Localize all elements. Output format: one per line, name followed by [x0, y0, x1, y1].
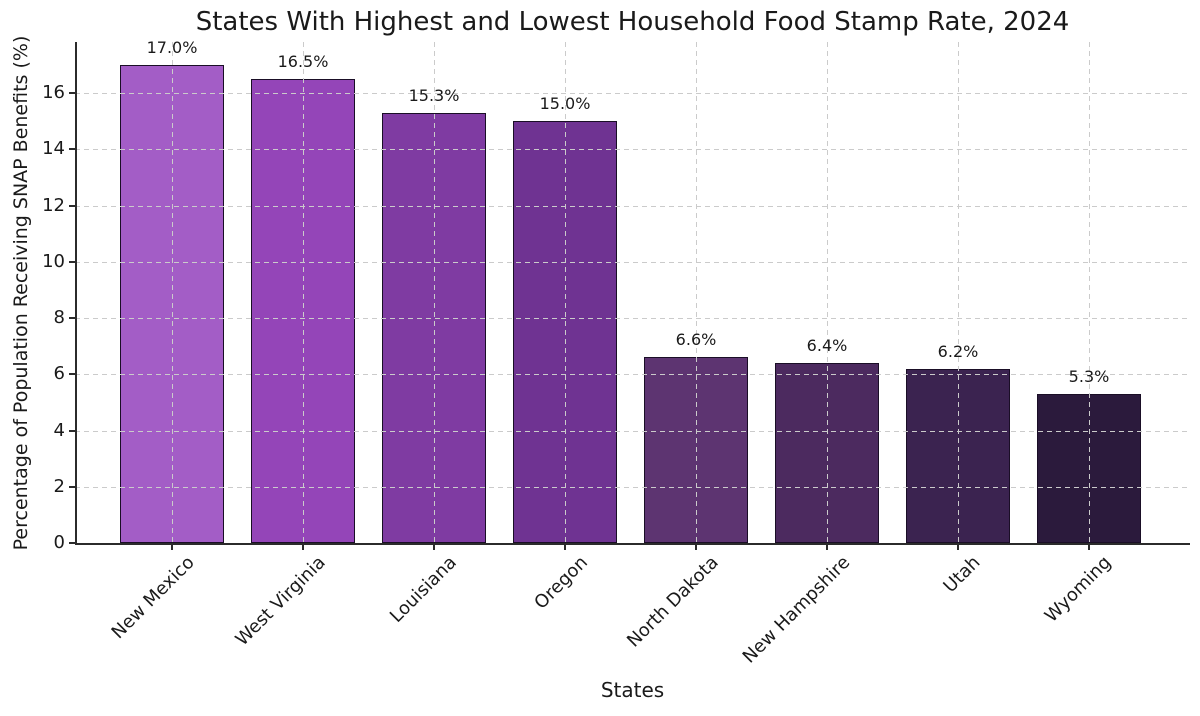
- x-tick-label: Wyoming: [1041, 552, 1116, 627]
- x-tick-mark: [1088, 544, 1090, 550]
- x-tick-label: West Virginia: [231, 552, 330, 651]
- gridline-h: [75, 318, 1190, 319]
- gridline-h: [75, 486, 1190, 488]
- x-tick-label: New Hampshire: [738, 552, 854, 668]
- x-tick-label: Oregon: [530, 552, 592, 614]
- bar-value-label: 17.0%: [146, 37, 198, 57]
- y-tick-mark: [69, 429, 75, 432]
- y-tick-label: 2: [53, 475, 65, 497]
- bar-value-label: 6.4%: [806, 336, 848, 355]
- gridline-h: [75, 149, 1190, 151]
- gridline-v: [303, 42, 304, 543]
- gridline-v: [827, 42, 828, 543]
- bar-value-label: 15.3%: [408, 85, 460, 105]
- y-tick-mark: [69, 373, 75, 376]
- y-axis-spine: [75, 42, 77, 545]
- y-tick-label: 4: [53, 419, 65, 441]
- x-tick-mark: [957, 544, 959, 550]
- bar-value-label: 6.2%: [937, 341, 979, 361]
- gridline-v: [565, 42, 566, 543]
- x-tick-mark: [433, 544, 435, 550]
- gridline-v: [958, 42, 959, 543]
- x-tick-mark: [171, 544, 173, 550]
- gridline-v: [172, 42, 173, 543]
- y-tick-mark: [69, 92, 75, 94]
- x-tick-label: Utah: [939, 552, 985, 598]
- y-tick-label: 8: [53, 307, 65, 328]
- y-tick-mark: [69, 260, 75, 263]
- y-tick-mark: [69, 204, 75, 207]
- x-tick-label: North Dakota: [623, 552, 723, 652]
- y-tick-label: 16: [42, 82, 65, 103]
- x-tick-mark: [695, 544, 697, 550]
- bar-value-label: 6.6%: [675, 330, 717, 350]
- x-axis-spine: [75, 543, 1190, 545]
- gridline-h: [75, 261, 1190, 263]
- y-tick-label: 14: [42, 138, 65, 160]
- x-axis-label: States: [600, 678, 665, 702]
- y-tick-label: 12: [42, 194, 65, 216]
- y-tick-label: 10: [42, 250, 65, 272]
- bar-value-label: 16.5%: [277, 51, 329, 71]
- y-tick-mark: [69, 148, 75, 151]
- gridline-v: [434, 42, 435, 543]
- x-tick-label: New Mexico: [107, 552, 199, 644]
- gridline-h: [75, 374, 1190, 376]
- bar-value-label: 15.0%: [539, 94, 591, 114]
- x-tick-label: Louisiana: [385, 552, 461, 627]
- y-tick-mark: [69, 485, 75, 488]
- y-tick-label: 0: [53, 532, 65, 553]
- chart-title: States With Highest and Lowest Household…: [195, 7, 1070, 37]
- gridline-v: [696, 42, 697, 543]
- gridline-h: [75, 430, 1190, 432]
- y-tick-mark: [69, 317, 75, 319]
- y-tick-label: 6: [53, 363, 65, 385]
- y-tick-mark: [69, 542, 75, 544]
- bar-value-label: 5.3%: [1068, 366, 1110, 386]
- x-tick-mark: [302, 544, 304, 550]
- gridline-h: [75, 93, 1190, 94]
- gridline-h: [75, 205, 1190, 207]
- gridline-v: [1089, 42, 1090, 543]
- x-tick-mark: [826, 544, 828, 550]
- x-tick-mark: [564, 544, 566, 550]
